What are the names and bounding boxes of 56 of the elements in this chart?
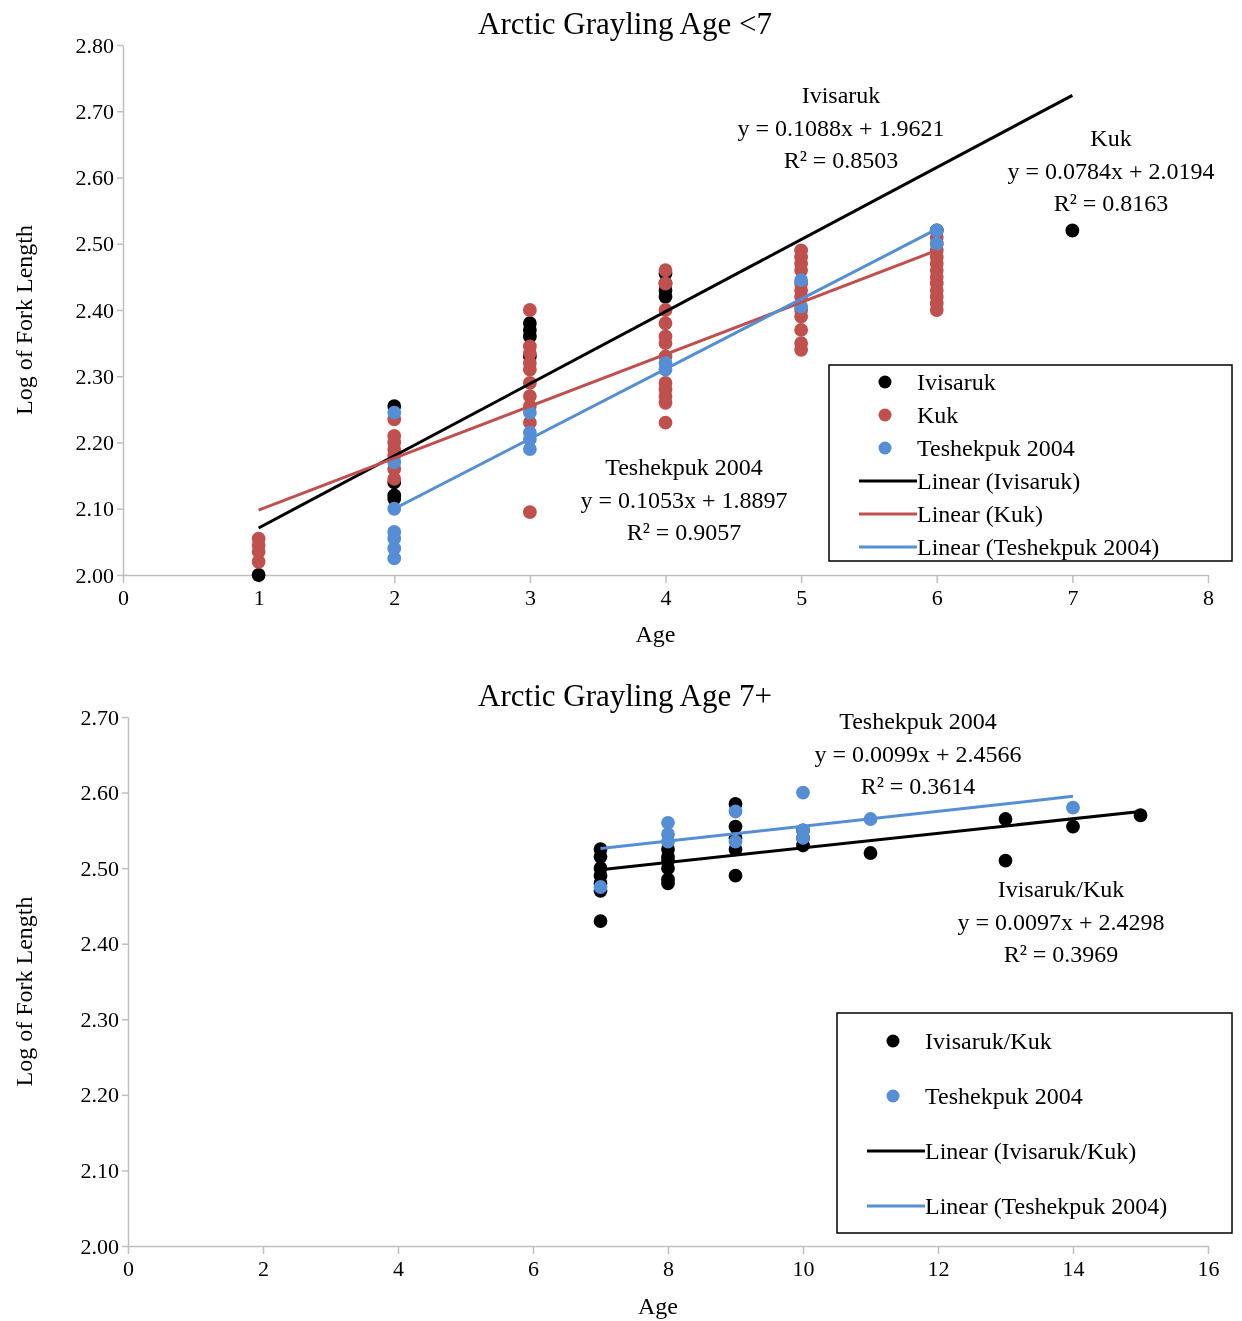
y-tick-label: 2.00 [75, 562, 114, 588]
y-tick-label: 2.70 [75, 98, 114, 124]
annotation: Teshekpuk 2004 y = 0.0099x + 2.4566 R² = 0.3614 [814, 708, 1022, 799]
x-tick-label: 0 [118, 584, 129, 610]
x-tick-label: 6 [931, 584, 943, 610]
x-axis-title: Age [638, 1293, 678, 1319]
x-tick-label: 6 [528, 1255, 539, 1281]
x-tick-label: 16 [1197, 1255, 1220, 1281]
annotation: Teshekpuk 2004 y = 0.1053x + 1.8897 R² = 0.9057 [580, 454, 788, 545]
x-tick-label: 5 [796, 584, 808, 610]
chart-title: Arctic Grayling Age 7+ [478, 678, 772, 713]
y-tick-label: 2.70 [80, 704, 119, 730]
y-tick-label: 2.60 [80, 780, 119, 806]
legend-label: Linear (Ivisaruk/Kuk) [925, 1138, 1137, 1164]
y-tick-label: 2.30 [75, 363, 114, 389]
x-tick-label: 10 [792, 1255, 815, 1281]
x-tick-label: 1 [253, 584, 265, 610]
y-axis-title: Log of Fork Length [11, 225, 37, 415]
legend-label: Ivisaruk/Kuk [925, 1028, 1052, 1054]
y-tick-label: 2.40 [75, 297, 114, 323]
y-tick-label: 2.40 [80, 931, 119, 957]
annotation: Ivisaruk y = 0.1088x + 1.9621 R² = 0.8503 [737, 82, 945, 173]
legend-label: Linear (Teshekpuk 2004) [917, 534, 1160, 560]
y-tick-label: 2.20 [80, 1082, 119, 1108]
x-axis-title: Age [635, 621, 676, 647]
annotation: Kuk y = 0.0784x + 2.0194 R² = 0.8163 [1007, 125, 1215, 216]
x-tick-label: 2 [389, 584, 401, 610]
legend-label: Linear (Ivisaruk) [917, 468, 1081, 494]
legend-label: Teshekpuk 2004 [917, 435, 1075, 461]
x-tick-label: 0 [123, 1255, 134, 1281]
y-tick-label: 2.00 [80, 1233, 119, 1259]
y-tick-label: 2.50 [75, 231, 114, 257]
chart-title: Arctic Grayling Age <7 [478, 6, 772, 41]
y-axis-title: Log of Fork Length [11, 896, 37, 1087]
x-tick-label: 3 [524, 584, 536, 610]
y-tick-label: 2.30 [80, 1006, 119, 1032]
y-tick-label: 2.50 [80, 855, 119, 881]
legend-label: Ivisaruk [917, 369, 996, 395]
x-tick-label: 14 [1062, 1255, 1085, 1281]
y-tick-label: 2.80 [75, 32, 114, 58]
x-tick-label: 7 [1067, 584, 1079, 610]
x-tick-label: 4 [660, 584, 672, 610]
y-tick-label: 2.10 [80, 1157, 119, 1183]
y-tick-label: 2.20 [75, 430, 114, 456]
y-tick-label: 2.60 [75, 165, 114, 191]
x-tick-label: 4 [393, 1255, 404, 1281]
legend-label: Teshekpuk 2004 [925, 1083, 1083, 1109]
legend-label: Linear (Teshekpuk 2004) [925, 1193, 1168, 1219]
x-tick-label: 8 [663, 1255, 674, 1281]
annotation: Ivisaruk/Kuk y = 0.0097x + 2.4298 R² = 0.3969 [957, 876, 1165, 967]
legend-label: Kuk [917, 402, 959, 428]
x-tick-label: 2 [258, 1255, 269, 1281]
y-tick-label: 2.10 [75, 496, 114, 522]
legend-label: Linear (Kuk) [917, 501, 1043, 527]
x-tick-label: 12 [927, 1255, 950, 1281]
x-tick-label: 8 [1203, 584, 1214, 610]
